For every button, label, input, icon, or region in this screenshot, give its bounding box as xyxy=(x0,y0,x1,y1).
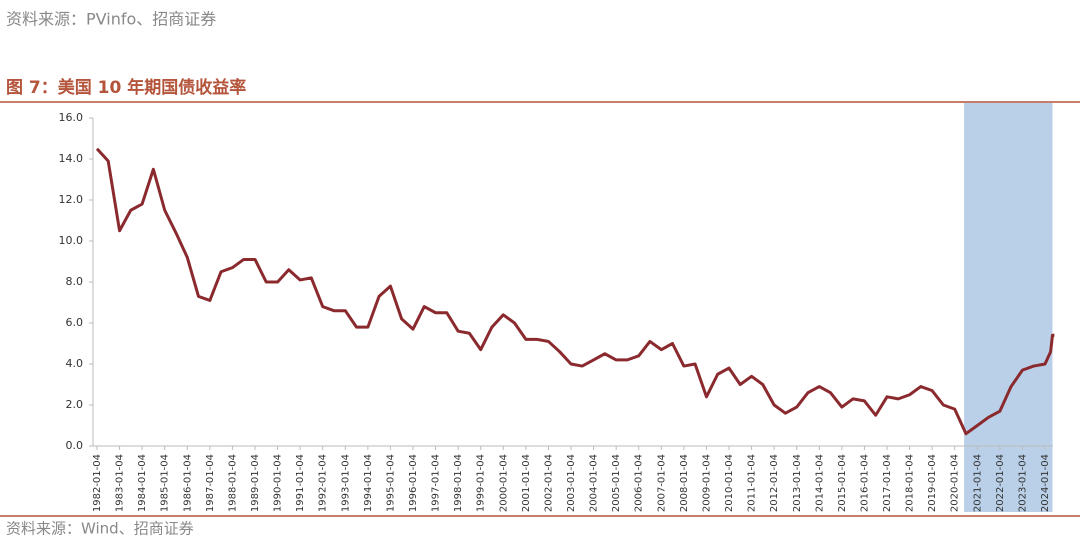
x-tick-label: 2007-01-04 xyxy=(656,454,667,512)
x-tick-label: 2002-01-04 xyxy=(543,454,554,512)
x-tick-label: 2024-01-04 xyxy=(1040,454,1051,512)
x-tick-label: 1987-01-04 xyxy=(205,454,216,512)
x-tick-label: 1983-01-04 xyxy=(115,454,126,512)
plot: 0.0 2.0 4.0 6.0 8.0 10.0 12.0 14.0 16.0 1982-01-0… xyxy=(59,103,1055,512)
y-tick-label: 14.0 xyxy=(59,152,84,165)
x-tick-label: 1982-01-04 xyxy=(92,454,103,512)
chart-title: 图 7：美国 10 年期国债收益率 xyxy=(6,77,246,98)
x-tick-label: 1985-01-04 xyxy=(160,454,171,512)
x-tick-label: 1988-01-04 xyxy=(227,454,238,512)
x-tick-label: 1996-01-04 xyxy=(408,454,419,512)
y-tick-label: 0.0 xyxy=(66,439,84,452)
x-tick-label: 1993-01-04 xyxy=(340,454,351,512)
x-tick-label: 1999-01-04 xyxy=(476,454,487,512)
x-tick-label: 1995-01-04 xyxy=(385,454,396,512)
y-tick-label: 4.0 xyxy=(66,357,84,370)
y-tick-label: 6.0 xyxy=(66,316,84,329)
y-tick-label: 8.0 xyxy=(66,275,84,288)
x-tick-label: 1984-01-04 xyxy=(137,454,148,512)
x-tick-label: 2004-01-04 xyxy=(589,454,600,512)
highlight-band xyxy=(964,103,1053,512)
x-tick-label: 2000-01-04 xyxy=(498,454,509,512)
x-tick-label: 2021-01-04 xyxy=(972,454,983,512)
x-tick-label: 2010-01-04 xyxy=(724,454,735,512)
x-tick-label: 1991-01-04 xyxy=(295,454,306,512)
x-tick-label: 2019-01-04 xyxy=(927,454,938,512)
x-tick-label: 2011-01-04 xyxy=(747,454,758,512)
x-tick-label: 2017-01-04 xyxy=(882,454,893,512)
yield-line xyxy=(95,147,1055,436)
x-tick-label: 2016-01-04 xyxy=(859,454,870,512)
x-tick-label: 1997-01-04 xyxy=(431,454,442,512)
x-tick-label: 2001-01-04 xyxy=(521,454,532,512)
x-tick-label: 2008-01-04 xyxy=(679,454,690,512)
y-tick-label: 12.0 xyxy=(59,193,84,206)
x-tick-label: 2014-01-04 xyxy=(814,454,825,512)
x-tick-label: 2013-01-04 xyxy=(792,454,803,512)
y-tick-label: 2.0 xyxy=(66,398,84,411)
x-tick-label: 1992-01-04 xyxy=(318,454,329,512)
x-tick-label: 1986-01-04 xyxy=(182,454,193,512)
x-tick-label: 1994-01-04 xyxy=(363,454,374,512)
y-tick-label: 10.0 xyxy=(59,234,84,247)
x-tick-label: 2005-01-04 xyxy=(611,454,622,512)
x-tick-label: 2006-01-04 xyxy=(634,454,645,512)
x-tick-label: 2020-01-04 xyxy=(950,454,961,512)
x-tick-label: 2012-01-04 xyxy=(769,454,780,512)
x-tick-label: 1990-01-04 xyxy=(273,454,284,512)
source-bottom: 资料来源：Wind、招商证券 xyxy=(6,520,194,538)
x-tick-label: 2003-01-04 xyxy=(566,454,577,512)
x-tick-label: 2022-01-04 xyxy=(995,454,1006,512)
x-tick-label: 2023-01-04 xyxy=(1017,454,1028,512)
x-tick-label: 1989-01-04 xyxy=(250,454,261,512)
x-tick-label: 1998-01-04 xyxy=(453,454,464,512)
source-top: 资料来源：PVinfo、招商证券 xyxy=(6,10,216,29)
x-tick-label: 2009-01-04 xyxy=(701,454,712,512)
x-tick-label: 2018-01-04 xyxy=(905,454,916,512)
y-tick-label: 16.0 xyxy=(59,111,84,124)
x-tick-label: 2015-01-04 xyxy=(837,454,848,512)
